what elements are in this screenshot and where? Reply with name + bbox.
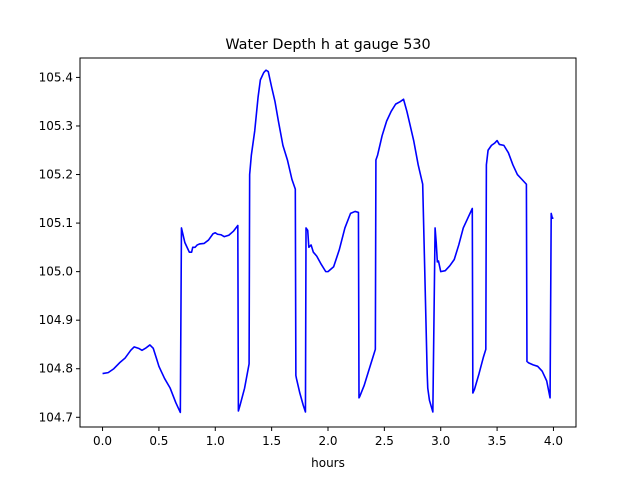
x-axis-label: hours bbox=[311, 456, 345, 470]
y-tick-label: 104.9 bbox=[39, 313, 73, 327]
x-tick-label: 0.5 bbox=[149, 434, 168, 448]
x-tick-label: 2.5 bbox=[375, 434, 394, 448]
chart-title: Water Depth h at gauge 530 bbox=[225, 37, 430, 53]
series-line-0 bbox=[102, 69, 554, 414]
x-tick-label: 4.0 bbox=[544, 434, 563, 448]
x-tick-label: 1.5 bbox=[262, 434, 281, 448]
y-tick-label: 105.3 bbox=[39, 119, 73, 133]
y-tick-label: 105.4 bbox=[39, 70, 73, 84]
y-axis: 104.7 104.8 104.9 105.0 105.1 105.2 105.3 105.4 bbox=[39, 70, 80, 424]
y-tick-label: 105.2 bbox=[39, 168, 73, 182]
x-tick-label: 1.0 bbox=[206, 434, 225, 448]
x-tick-label: 3.0 bbox=[431, 434, 450, 448]
y-tick-label: 104.7 bbox=[39, 410, 73, 424]
x-tick-label: 3.5 bbox=[488, 434, 507, 448]
y-tick-label: 105.1 bbox=[39, 216, 73, 230]
x-axis: 0.0 0.5 1.0 1.5 2.0 2.5 3.0 3.5 4.0 bbox=[93, 427, 563, 448]
y-tick-label: 105.0 bbox=[39, 265, 73, 279]
x-tick-label: 0.0 bbox=[93, 434, 112, 448]
series-layer bbox=[102, 69, 554, 414]
x-tick-label: 2.0 bbox=[318, 434, 337, 448]
y-tick-label: 104.8 bbox=[39, 362, 73, 376]
